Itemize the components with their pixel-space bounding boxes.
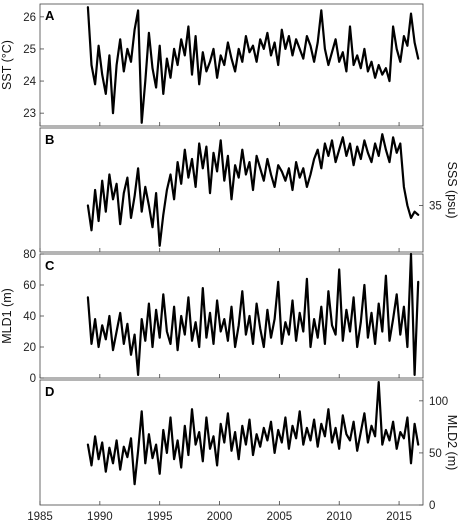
y-tick-label: 24: [23, 76, 36, 88]
y-axis-label: SSS (psu): [445, 162, 459, 219]
x-tick-label: 1990: [87, 511, 113, 523]
panel-frame: [39, 379, 424, 506]
x-tick-label: 2010: [326, 511, 352, 523]
y-axis-label: MLD1 (m): [0, 288, 14, 344]
x-tick-label: 2005: [267, 511, 293, 523]
panel-c: C 0 20 40 60 80 MLD1 (m): [0, 249, 424, 385]
panel-a: A 23 24 25 26 SST (°C): [0, 3, 424, 127]
y-tick-label: 100: [429, 396, 448, 408]
panel-frame: [39, 127, 424, 253]
y-tick-label: 20: [23, 342, 36, 354]
series-line: [86, 252, 420, 376]
panel-letter: B: [45, 132, 54, 147]
panel-d: D 0 50 100 MLD2 (m): [39, 379, 459, 512]
y-tick-label: 25: [23, 44, 36, 56]
y-tick-label: 35: [429, 201, 442, 213]
y-axis-label: MLD2 (m): [445, 415, 459, 471]
x-tick-label: 2000: [207, 511, 233, 523]
panel-letter: D: [45, 384, 54, 399]
series-line: [86, 381, 420, 486]
y-tick-label: 80: [23, 249, 36, 261]
y-axis-label: SST (°C): [0, 40, 14, 90]
y-tick-label: 0: [429, 500, 435, 512]
series-line: [86, 6, 420, 124]
x-tick-label: 2015: [386, 511, 412, 523]
y-tick-label: 40: [23, 311, 36, 323]
y-tick-label: 0: [30, 373, 36, 385]
y-tick-label: 26: [23, 12, 36, 24]
x-tick-label: 1995: [147, 511, 173, 523]
panel-letter: A: [45, 8, 55, 23]
panel-frame: [39, 3, 424, 127]
x-tick-label: 1985: [27, 511, 53, 523]
y-tick-label: 50: [429, 448, 442, 460]
panels: A 23 24 25 26 SST (°C) B 35 SSS (psu) C 0 20 40 60 80 M…: [0, 3, 459, 523]
y-tick-label: 60: [23, 280, 36, 292]
series-line: [86, 133, 420, 247]
panel-b: B 35 SSS (psu): [39, 127, 459, 253]
y-tick-label: 23: [23, 108, 36, 120]
panel-letter: C: [45, 258, 55, 273]
